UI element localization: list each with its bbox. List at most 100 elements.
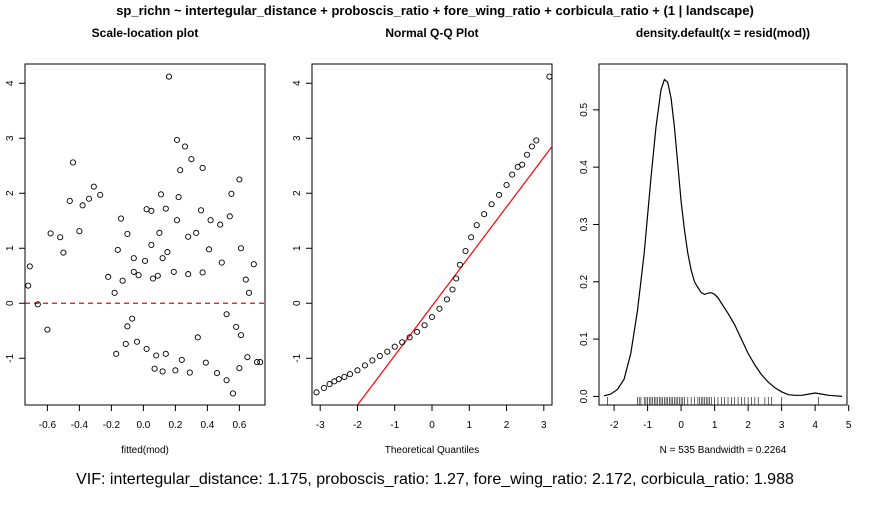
data-point: [57, 234, 64, 241]
density-curve: [603, 78, 843, 397]
data-point: [122, 340, 129, 348]
data-point: [233, 323, 240, 330]
x-axis-label: fitted(mod): [121, 445, 169, 456]
data-point: [177, 167, 184, 174]
data-point: [26, 263, 33, 270]
y-tick-label: 3: [292, 135, 303, 141]
data-point: [406, 334, 413, 341]
data-point: [217, 221, 224, 228]
x-tick-label: 3: [779, 420, 785, 431]
data-point: [85, 195, 93, 202]
data-point: [223, 377, 230, 384]
x-tick-label: 2: [504, 420, 510, 431]
data-point: [226, 213, 233, 220]
data-point: [165, 73, 173, 80]
x-tick-label: 0.2: [168, 420, 182, 431]
data-point: [369, 357, 376, 364]
x-axis-label: Theoretical Quantiles: [385, 445, 480, 456]
data-point: [113, 350, 120, 357]
y-tick-label: 0: [5, 300, 16, 306]
y-tick-label: 0.5: [579, 102, 590, 116]
data-point: [34, 301, 41, 308]
panel-title: density.default(x = resid(mod)): [636, 26, 810, 40]
x-tick-label: 4: [812, 420, 818, 431]
y-tick-label: 0: [292, 300, 303, 306]
data-point: [503, 181, 510, 189]
data-point: [237, 332, 245, 339]
y-tick-label: 1: [5, 245, 16, 251]
y-tick-label: 2: [292, 190, 303, 196]
data-point: [199, 269, 206, 276]
data-point: [391, 343, 398, 350]
data-point: [205, 246, 213, 253]
data-point: [162, 350, 169, 357]
panel-title: Scale-location plot: [92, 26, 199, 40]
data-point: [199, 164, 206, 171]
data-point: [421, 322, 428, 329]
data-point: [354, 367, 361, 374]
data-point: [257, 359, 264, 366]
scale-location-panel: Scale-location plot -0.6 -0.4 -0.2 0.0 0.2 0.4…: [5, 26, 266, 456]
data-point: [60, 249, 67, 256]
x-tick-label: -2: [610, 420, 619, 431]
data-point: [428, 313, 436, 321]
data-point: [509, 171, 516, 178]
data-point: [130, 255, 137, 262]
data-point: [456, 261, 464, 268]
data-point: [124, 323, 131, 330]
x-tick-label: 0: [678, 420, 684, 431]
panel-title: Normal Q-Q Plot: [385, 26, 478, 40]
data-point: [313, 389, 320, 396]
data-point: [97, 191, 104, 198]
data-point: [523, 151, 531, 158]
data-point: [207, 217, 214, 224]
data-point: [449, 286, 456, 293]
data-point: [202, 359, 209, 366]
data-point: [250, 261, 257, 268]
data-point: [528, 143, 535, 150]
data-point: [519, 161, 526, 168]
x-tick-label: 3: [541, 420, 547, 431]
x-axis-label: N = 535 Bandwidth = 0.2264: [660, 445, 787, 456]
y-tick-label: 0.4: [579, 160, 590, 174]
x-tick-label: -0.6: [39, 420, 57, 431]
data-point: [153, 352, 160, 359]
plot-data-area: [603, 78, 843, 405]
data-point: [236, 365, 243, 372]
data-point: [245, 289, 253, 296]
data-point: [462, 247, 469, 255]
data-point: [79, 202, 86, 209]
y-tick-label: 0.1: [579, 332, 590, 346]
data-point: [157, 191, 165, 198]
data-point: [228, 190, 235, 197]
data-point: [361, 362, 368, 369]
y-tick-label: -1: [5, 353, 16, 362]
data-point: [194, 334, 201, 341]
data-point: [172, 367, 179, 374]
data-point: [488, 201, 495, 208]
x-tick-label: -0.4: [71, 420, 89, 431]
data-point: [218, 259, 225, 266]
data-point: [66, 197, 73, 204]
data-point: [320, 384, 327, 392]
plot-data-area: [313, 73, 552, 405]
y-tick-label: 2: [5, 190, 16, 196]
x-tick-label: 0.6: [232, 420, 246, 431]
data-point: [149, 275, 157, 282]
x-tick-label: -0.2: [103, 420, 121, 431]
data-point: [346, 371, 354, 378]
vif-footer: VIF: intertegular_distance: 1.175, probo…: [76, 471, 794, 488]
y-tick-label: 1: [292, 245, 303, 251]
data-point: [229, 390, 237, 397]
data-point: [188, 156, 195, 163]
plot-data-area: [25, 73, 265, 397]
y-tick-label: 3: [5, 135, 16, 141]
y-tick-label: 0.3: [579, 217, 590, 231]
data-point: [178, 356, 185, 363]
data-point: [186, 369, 193, 376]
x-tick-label: 1: [712, 420, 718, 431]
data-point: [175, 194, 182, 201]
y-tick-label: 0.2: [579, 274, 590, 288]
y-tick-label: 4: [5, 80, 16, 86]
